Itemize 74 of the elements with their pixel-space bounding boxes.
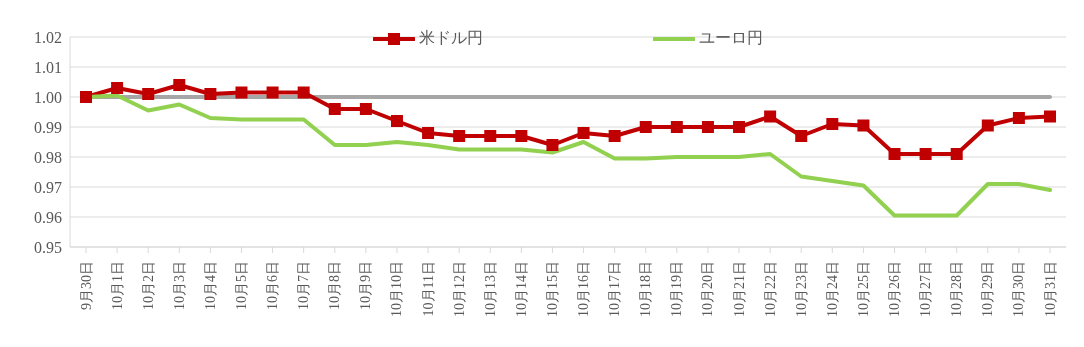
x-tick-label: 10月11日	[420, 261, 436, 317]
point	[359, 103, 372, 115]
y-tick-label: 0.99	[34, 118, 62, 136]
point	[111, 82, 124, 94]
x-tick-label: 10月19日	[669, 261, 685, 317]
y-tick-label: 1.02	[34, 28, 62, 46]
x-tick-label: 10月5日	[233, 261, 249, 310]
x-tick-label: 10月22日	[762, 261, 778, 317]
y-tick-label: 1.01	[34, 58, 62, 76]
point	[1012, 112, 1025, 124]
point	[981, 119, 994, 132]
x-tick-label: 10月29日	[980, 261, 996, 317]
x-tick-label: 10月31日	[1042, 261, 1058, 317]
y-tick-label: 1.00	[34, 88, 62, 106]
point	[950, 148, 963, 160]
x-tick-label: 10月9日	[358, 261, 374, 310]
point	[670, 121, 683, 133]
x-tick-label: 10月27日	[918, 261, 934, 317]
point	[795, 130, 808, 142]
point	[701, 121, 714, 133]
point	[390, 115, 403, 127]
x-tick-label: 10月25日	[855, 261, 871, 317]
point	[608, 130, 621, 142]
x-tick-label: 10月20日	[700, 261, 716, 317]
point	[826, 118, 839, 130]
point	[515, 130, 528, 142]
point	[639, 121, 652, 133]
y-tick-label: 0.95	[34, 238, 62, 256]
x-tick-label: 10月14日	[513, 261, 529, 317]
x-tick-label: 9月30日	[78, 261, 94, 310]
y-tick-label: 0.97	[34, 178, 62, 196]
legend-label: 米ドル円	[419, 28, 483, 48]
point	[142, 88, 155, 100]
point	[577, 127, 590, 139]
point	[546, 139, 559, 151]
y-tick-label: 0.96	[34, 208, 62, 226]
point	[857, 119, 870, 132]
point	[235, 86, 248, 99]
point	[888, 148, 901, 160]
point	[297, 86, 310, 99]
x-tick-label: 10月18日	[638, 261, 654, 317]
point	[204, 88, 217, 100]
x-tick-label: 10月6日	[265, 261, 281, 310]
x-tick-label: 10月1日	[109, 261, 125, 310]
x-tick-label: 10月3日	[171, 261, 187, 310]
point	[453, 130, 466, 142]
point	[764, 110, 777, 123]
point	[919, 148, 932, 160]
point	[1044, 110, 1056, 123]
point	[733, 121, 746, 133]
legend-label: ユーロ円	[699, 28, 763, 48]
x-tick-label: 10月7日	[296, 261, 312, 310]
x-tick-label: 10月13日	[482, 261, 498, 317]
point	[484, 130, 497, 142]
x-tick-label: 10月16日	[576, 261, 592, 317]
x-tick-label: 10月2日	[140, 261, 156, 310]
point	[266, 86, 279, 99]
x-tick-label: 10月17日	[607, 261, 623, 317]
x-tick-label: 10月26日	[887, 261, 903, 317]
point	[173, 79, 186, 91]
point	[422, 127, 435, 139]
x-tick-label: 10月24日	[824, 261, 840, 317]
x-tick-label: 10月10日	[389, 261, 405, 317]
point	[328, 103, 341, 115]
x-tick-label: 10月21日	[731, 261, 747, 317]
x-tick-label: 10月15日	[544, 261, 560, 317]
x-tick-label: 10月4日	[202, 261, 218, 310]
y-tick-label: 0.98	[34, 148, 62, 166]
x-tick-label: 10月23日	[793, 261, 809, 317]
x-tick-label: 10月30日	[1011, 261, 1027, 317]
x-tick-label: 10月8日	[327, 261, 343, 310]
point	[80, 91, 92, 103]
x-tick-label: 10月28日	[949, 261, 965, 317]
x-tick-label: 10月12日	[451, 261, 467, 317]
